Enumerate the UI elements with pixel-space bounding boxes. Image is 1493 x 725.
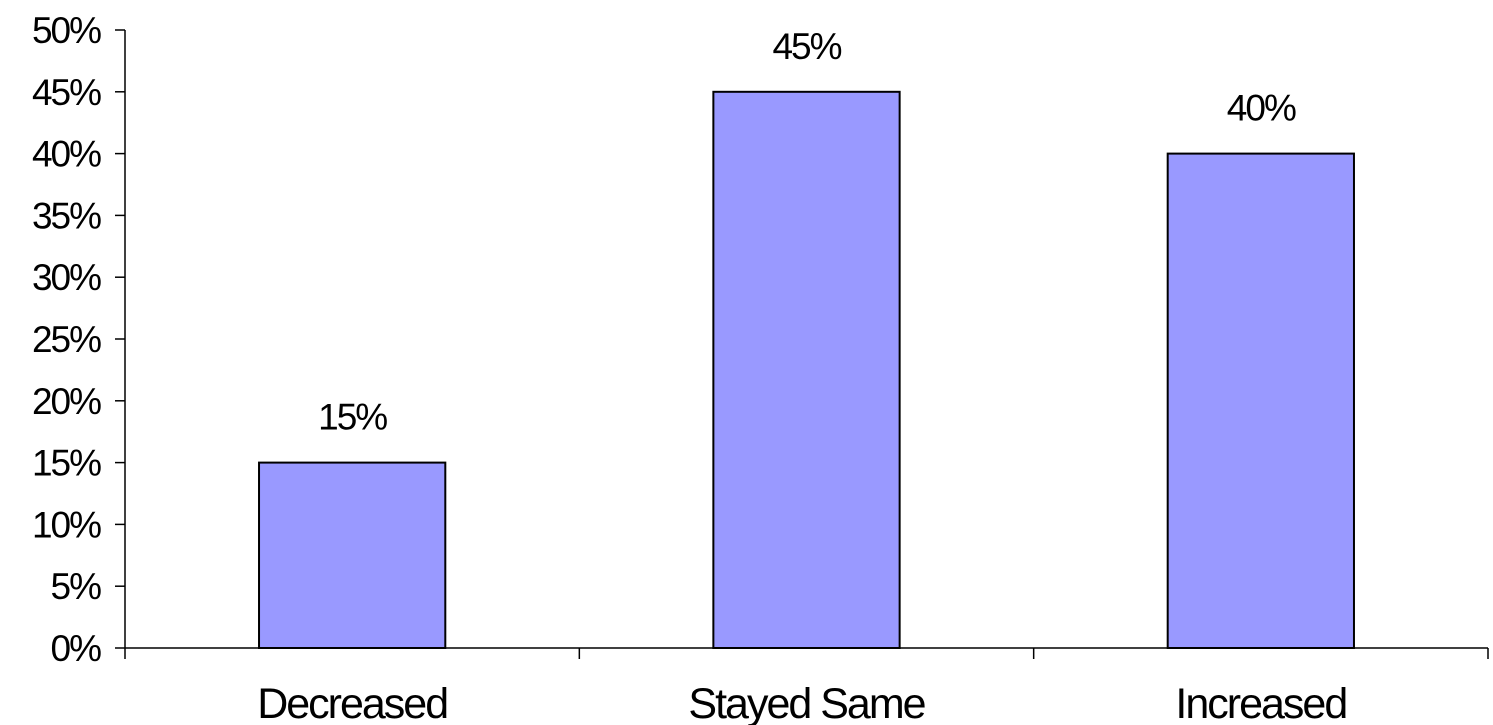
y-tick-label: 50% [32, 10, 101, 51]
category-label: Stayed Same [688, 680, 924, 725]
y-tick-label: 0% [51, 628, 102, 669]
y-tick-label: 35% [32, 195, 101, 236]
y-axis: 0% 5% 10% 15% 20% 25% 30% 35% 40% 45% 50% [32, 10, 126, 669]
y-tick-label: 25% [32, 319, 101, 360]
bar-stayed-same [712, 90, 901, 650]
y-tick-label: 15% [32, 443, 101, 484]
data-label: 40% [1227, 88, 1296, 129]
data-labels: 15% 45% 40% [318, 26, 1298, 438]
y-tick-label: 40% [32, 134, 101, 175]
data-label: 15% [318, 397, 387, 438]
bar-decreased [258, 461, 447, 649]
y-tick-label: 10% [32, 504, 101, 545]
data-label: 45% [772, 26, 841, 67]
x-axis [124, 647, 1489, 659]
bars [258, 90, 1355, 650]
y-tick-label: 5% [51, 566, 102, 607]
category-label: Increased [1175, 680, 1346, 725]
category-labels: Decreased Stayed Same Increased [257, 680, 1348, 725]
y-tick-label: 45% [32, 72, 101, 113]
category-label: Decreased [257, 680, 447, 725]
y-tick-label: 30% [32, 257, 101, 298]
y-tick-label: 20% [32, 381, 101, 422]
bar-increased [1166, 152, 1355, 649]
